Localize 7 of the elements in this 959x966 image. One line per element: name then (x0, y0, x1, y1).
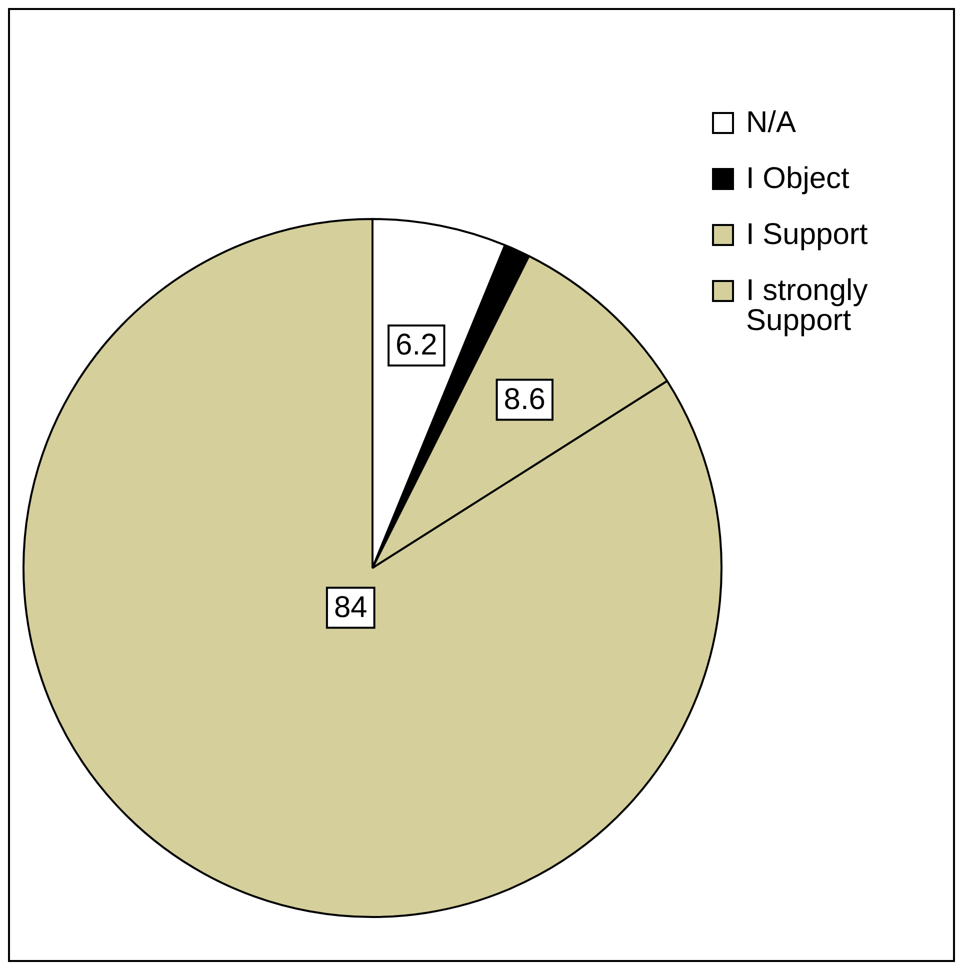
data-label: 8.6 (504, 383, 546, 416)
legend-label: I Object (746, 162, 850, 195)
legend-label: N/A (746, 106, 796, 139)
data-label: 84 (334, 591, 368, 624)
legend-label: I strongly Support (746, 274, 869, 337)
legend-label: I Support (746, 218, 868, 251)
data-label: 6.2 (396, 328, 438, 362)
